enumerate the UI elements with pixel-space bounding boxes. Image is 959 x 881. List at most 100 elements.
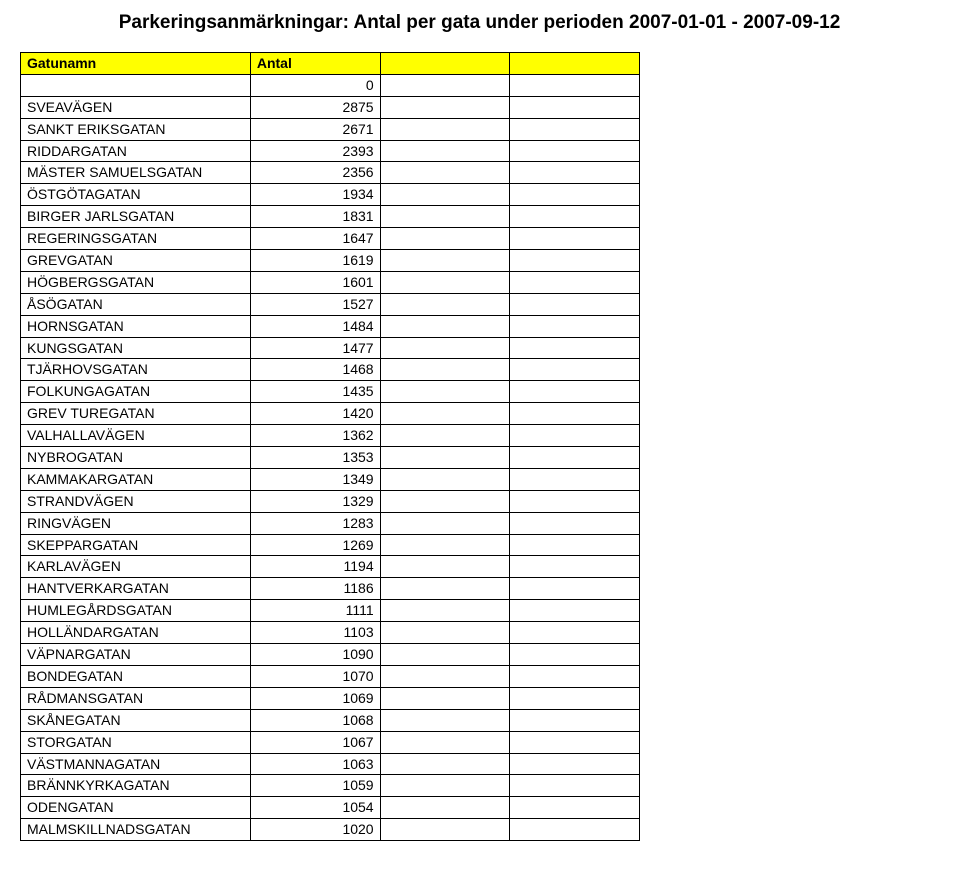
cell-empty [380,228,510,250]
table-row: RINGVÄGEN1283 [21,512,640,534]
cell-value: 1619 [250,250,380,272]
cell-empty [510,665,640,687]
data-table: Gatunamn Antal 0 SVEAVÄGEN2875SANKT ERIK… [20,52,640,841]
table-row: VÄPNARGATAN1090 [21,644,640,666]
cell-empty [510,206,640,228]
cell-value: 1063 [250,753,380,775]
table-row: BONDEGATAN1070 [21,665,640,687]
cell-empty [380,731,510,753]
cell-empty [510,184,640,206]
cell-value: 2875 [250,96,380,118]
table-row: BRÄNNKYRKAGATAN1059 [21,775,640,797]
cell-name: NYBROGATAN [21,447,251,469]
cell-empty [510,293,640,315]
cell-value: 1283 [250,512,380,534]
cell-empty [510,74,640,96]
cell-empty [380,622,510,644]
cell-value: 1477 [250,337,380,359]
cell-name: FOLKUNGAGATAN [21,381,251,403]
table-body: 0 SVEAVÄGEN2875SANKT ERIKSGATAN2671RIDDA… [21,74,640,840]
cell-empty [380,468,510,490]
table-row: VÄSTMANNAGATAN1063 [21,753,640,775]
cell-value: 1349 [250,468,380,490]
cell-value: 1068 [250,709,380,731]
cell-empty [510,403,640,425]
table-row: ÅSÖGATAN1527 [21,293,640,315]
table-row: SANKT ERIKSGATAN2671 [21,118,640,140]
cell-empty [510,753,640,775]
cell-value: 1329 [250,490,380,512]
cell-empty [510,447,640,469]
cell-name: SVEAVÄGEN [21,96,251,118]
cell-empty [510,118,640,140]
cell-empty [380,687,510,709]
cell-value: 1420 [250,403,380,425]
cell-empty [380,665,510,687]
cell-empty [380,578,510,600]
col-header-gatunamn: Gatunamn [21,53,251,75]
cell-empty [510,468,640,490]
cell-empty [510,359,640,381]
table-row: GREV TUREGATAN1420 [21,403,640,425]
cell-empty [510,622,640,644]
cell-empty [510,271,640,293]
cell-name: VÄPNARGATAN [21,644,251,666]
cell-empty [380,337,510,359]
table-row: HUMLEGÅRDSGATAN1111 [21,600,640,622]
table-row: RIDDARGATAN2393 [21,140,640,162]
cell-empty [380,162,510,184]
table-row: HANTVERKARGATAN1186 [21,578,640,600]
table-row: ODENGATAN1054 [21,797,640,819]
cell-name: VALHALLAVÄGEN [21,425,251,447]
cell-empty [380,819,510,841]
cell-name: GREVGATAN [21,250,251,272]
cell-value: 1601 [250,271,380,293]
cell-name: RIDDARGATAN [21,140,251,162]
cell-name: SKEPPARGATAN [21,534,251,556]
cell-empty [380,381,510,403]
cell-name: HORNSGATAN [21,315,251,337]
cell-empty [510,534,640,556]
cell-empty [510,775,640,797]
col-header-antal: Antal [250,53,380,75]
cell-name: RINGVÄGEN [21,512,251,534]
table-row: BIRGER JARLSGATAN1831 [21,206,640,228]
cell-name: STRANDVÄGEN [21,490,251,512]
cell-name: REGERINGSGATAN [21,228,251,250]
cell-empty [510,600,640,622]
table-row: STRANDVÄGEN1329 [21,490,640,512]
cell-empty [380,425,510,447]
cell-empty [380,403,510,425]
cell-name: BONDEGATAN [21,665,251,687]
table-row: FOLKUNGAGATAN1435 [21,381,640,403]
cell-value: 1435 [250,381,380,403]
cell-value: 2356 [250,162,380,184]
page: Parkeringsanmärkningar: Antal per gata u… [0,0,959,881]
cell-empty [510,731,640,753]
cell-name: HÖGBERGSGATAN [21,271,251,293]
cell-value: 1934 [250,184,380,206]
cell-empty [380,184,510,206]
cell-empty [380,315,510,337]
cell-empty [510,709,640,731]
table-row: REGERINGSGATAN1647 [21,228,640,250]
table-row: KARLAVÄGEN1194 [21,556,640,578]
cell-empty [510,425,640,447]
cell-name: MALMSKILLNADSGATAN [21,819,251,841]
cell-empty [380,709,510,731]
cell-value: 1111 [250,600,380,622]
cell-empty [510,250,640,272]
cell-value: 1069 [250,687,380,709]
cell-value: 1059 [250,775,380,797]
cell-name: ÖSTGÖTAGATAN [21,184,251,206]
cell-empty [380,293,510,315]
cell-name: HANTVERKARGATAN [21,578,251,600]
cell-value: 1269 [250,534,380,556]
cell-name: SANKT ERIKSGATAN [21,118,251,140]
table-row: HORNSGATAN1484 [21,315,640,337]
cell-empty [510,556,640,578]
cell-empty [510,228,640,250]
page-title: Parkeringsanmärkningar: Antal per gata u… [20,12,939,34]
cell-value: 1067 [250,731,380,753]
table-row: MALMSKILLNADSGATAN1020 [21,819,640,841]
